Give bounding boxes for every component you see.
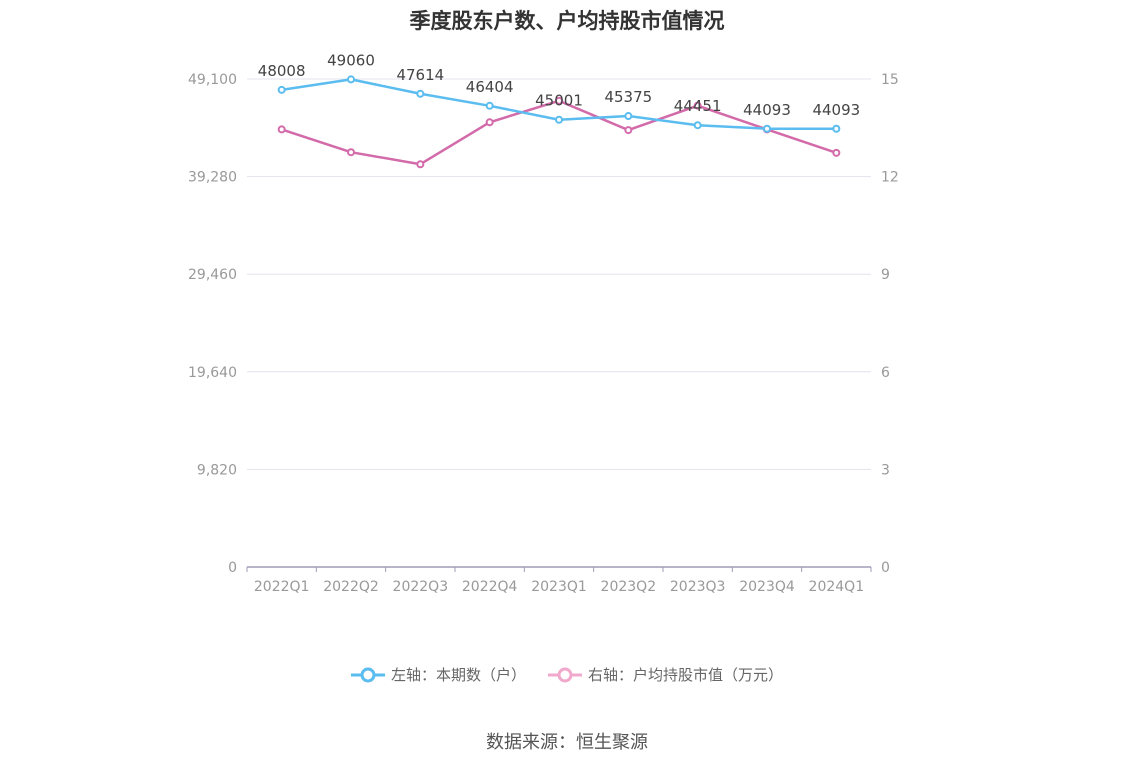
y-left-tick-label: 0 xyxy=(228,560,237,576)
y-left-tick-label: 49,100 xyxy=(188,72,237,88)
right-data-point xyxy=(555,96,563,105)
right-data-point xyxy=(416,160,425,169)
x-tick-label: 2022Q1 xyxy=(254,579,310,595)
right-data-point xyxy=(693,101,702,110)
data-label: 49060 xyxy=(327,51,375,69)
y-right-tick-label: 0 xyxy=(881,560,890,576)
y-left-tick-label: 9,820 xyxy=(197,462,237,478)
right-data-point xyxy=(485,118,494,127)
legend-label-left: 左轴：本期数（户） xyxy=(390,666,526,684)
chart-title: 季度股东户数、户均持股市值情况 xyxy=(409,9,725,33)
y-left-tick-label: 19,640 xyxy=(188,365,237,381)
legend-item-left[interactable]: 左轴：本期数（户） xyxy=(350,664,526,685)
y-left-tick-label: 29,460 xyxy=(188,267,237,283)
data-label: 44093 xyxy=(812,101,860,119)
data-label: 44451 xyxy=(674,97,722,115)
series-layer xyxy=(277,75,841,169)
left-data-point xyxy=(693,121,702,130)
x-tick-label: 2024Q1 xyxy=(809,579,865,595)
x-tick-label: 2023Q4 xyxy=(739,579,795,595)
data-label: 47614 xyxy=(396,66,444,84)
data-label: 45001 xyxy=(535,92,583,110)
x-tick-label: 2022Q3 xyxy=(393,579,449,595)
legend-label-right: 右轴：户均持股市值（万元） xyxy=(588,666,784,684)
x-tick-label: 2023Q3 xyxy=(670,579,726,595)
y-right-tick-label: 9 xyxy=(881,267,890,283)
x-tick-label: 2023Q2 xyxy=(601,579,657,595)
legend-line-icon xyxy=(350,667,385,682)
data-label: 45375 xyxy=(604,88,652,106)
source-note: 数据来源：恒生聚源 xyxy=(486,732,648,753)
y-left-tick-label: 39,280 xyxy=(188,170,237,186)
left-data-point xyxy=(485,101,494,110)
data-label: 44093 xyxy=(743,101,791,119)
left-data-point xyxy=(624,112,633,121)
right-data-point xyxy=(347,148,355,157)
y-right-tick-label: 12 xyxy=(881,170,899,186)
data-label: 46404 xyxy=(466,78,514,96)
data-label-layer: 48008 49060 47614 46404 45001 45375 44451 44093… xyxy=(258,51,860,118)
line-chart: 0 0 9,820 3 19,640 6 29,460 9 39,280 12 49,100 15 20… xyxy=(188,51,899,595)
left-data-point xyxy=(416,89,425,98)
right-data-point xyxy=(277,125,286,134)
left-data-point xyxy=(555,115,563,124)
axis-layer: 0 0 9,820 3 19,640 6 29,460 9 39,280 12 49,100 15 20… xyxy=(188,72,899,595)
y-right-tick-label: 3 xyxy=(881,462,890,478)
x-tick-label: 2023Q1 xyxy=(531,579,587,595)
y-right-tick-label: 15 xyxy=(881,72,899,88)
data-label: 48008 xyxy=(258,62,306,80)
left-data-point xyxy=(277,85,286,94)
y-right-tick-label: 6 xyxy=(881,365,890,381)
left-data-point xyxy=(832,124,841,133)
right-data-point xyxy=(624,126,633,135)
x-tick-label: 2022Q4 xyxy=(462,579,518,595)
legend-line-icon xyxy=(548,667,582,682)
left-data-point xyxy=(347,75,355,84)
grid-layer xyxy=(247,78,871,470)
legend: 左轴：本期数（户） 右轴：户均持股市值（万元） xyxy=(0,664,1134,685)
right-data-point xyxy=(832,148,841,157)
x-tick-label: 2022Q2 xyxy=(323,579,379,595)
legend-item-right[interactable]: 右轴：户均持股市值（万元） xyxy=(548,664,783,685)
left-data-point xyxy=(763,124,771,133)
